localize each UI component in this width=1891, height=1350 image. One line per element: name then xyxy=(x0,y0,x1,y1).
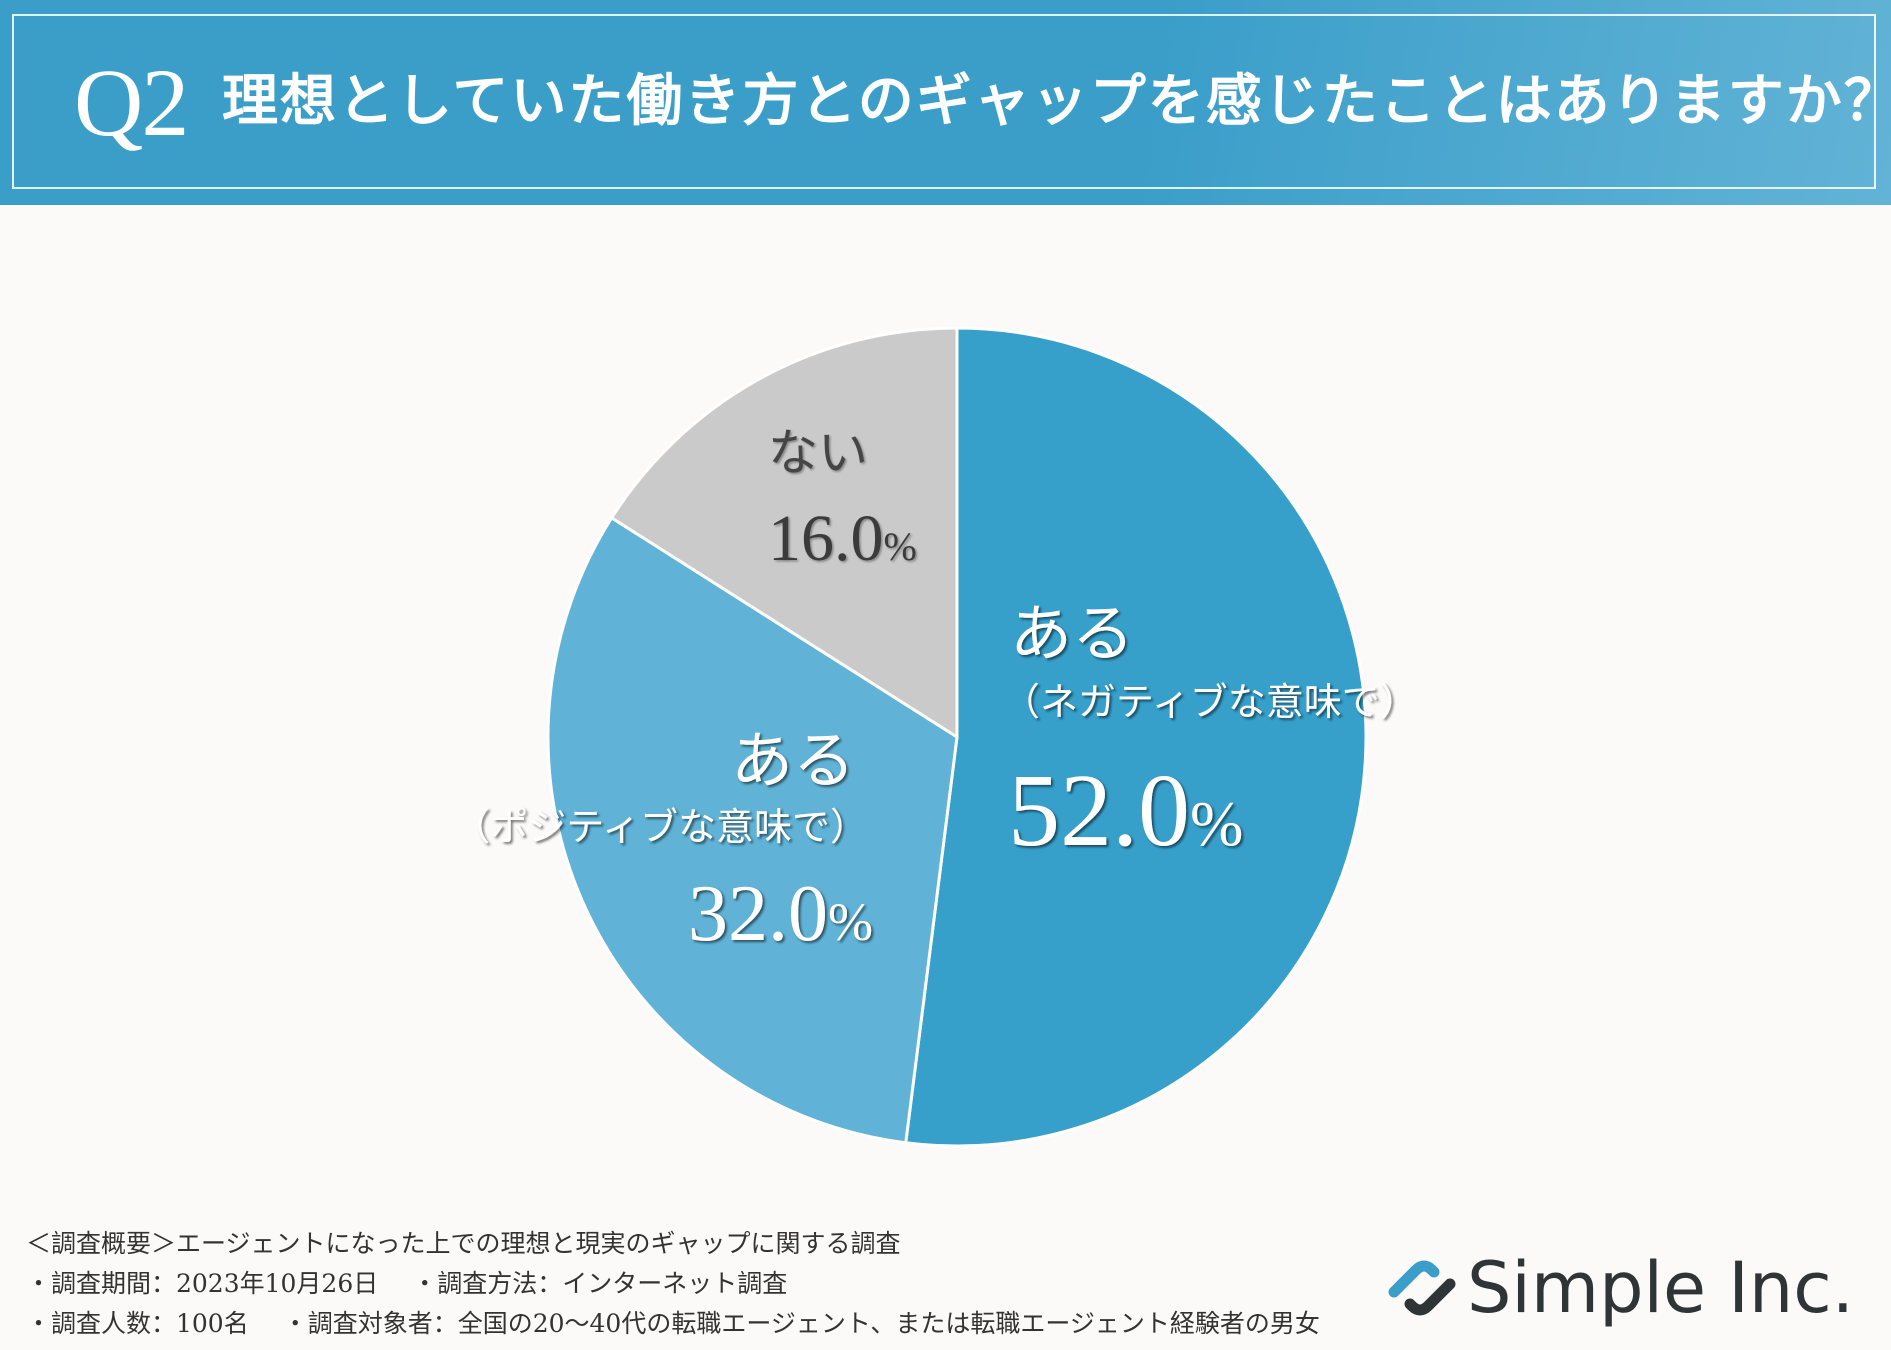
slice-positive xyxy=(546,515,959,1145)
header-frame xyxy=(12,14,1876,189)
survey-summary: ＜調査概要＞エージェントになった上での理想と現実のギャップに関する調査 xyxy=(26,1229,901,1258)
survey-respondents: ・調査人数：100名 xyxy=(26,1309,249,1338)
sublabel-positive: （ポジティブな意味で） xyxy=(452,805,868,849)
slice-none xyxy=(609,326,959,740)
header-banner: Q2 理想としていた働き方とのギャップを感じたことはありますか？ xyxy=(0,0,1891,205)
survey-target: ・調査対象者：全国の20〜40代の転職エージェント、または転職エージェント経験者… xyxy=(282,1309,1320,1338)
value-negative: 52.0% xyxy=(1008,753,1243,868)
survey-period: ・調査期間：2023年10月26日 xyxy=(26,1269,379,1298)
value-none: 16.0% xyxy=(768,502,917,575)
logo-mark-icon xyxy=(1388,1260,1456,1316)
value-positive: 32.0% xyxy=(688,870,873,958)
survey-method: ・調査方法：インターネット調査 xyxy=(412,1269,788,1298)
question-label: Q2 xyxy=(74,49,189,156)
survey-line-2: ・調査人数：100名 ・調査対象者：全国の20〜40代の転職エージェント、または転… xyxy=(26,1304,1320,1344)
slice-negative xyxy=(904,326,1368,1148)
survey-footer: ＜調査概要＞エージェントになった上での理想と現実のギャップに関する調査 ・調査期… xyxy=(26,1224,1320,1344)
pie-chart: ある （ネガティブな意味で） 52.0% ある （ポジティブな意味で） 32.0% ない 16… xyxy=(452,326,1418,1148)
label-negative: ある xyxy=(1010,597,1134,670)
label-positive: ある xyxy=(731,724,855,797)
logo-text: Simple Inc. xyxy=(1467,1247,1855,1329)
survey-line-1: ・調査期間：2023年10月26日 ・調査方法：インターネット調査 xyxy=(26,1264,1320,1304)
question-title: 理想としていた働き方とのギャップを感じたことはありますか？ xyxy=(222,69,1891,134)
sublabel-negative: （ネガティブな意味で） xyxy=(1002,680,1418,724)
label-none: ない xyxy=(768,424,868,482)
company-logo: Simple Inc. xyxy=(1382,1247,1855,1329)
